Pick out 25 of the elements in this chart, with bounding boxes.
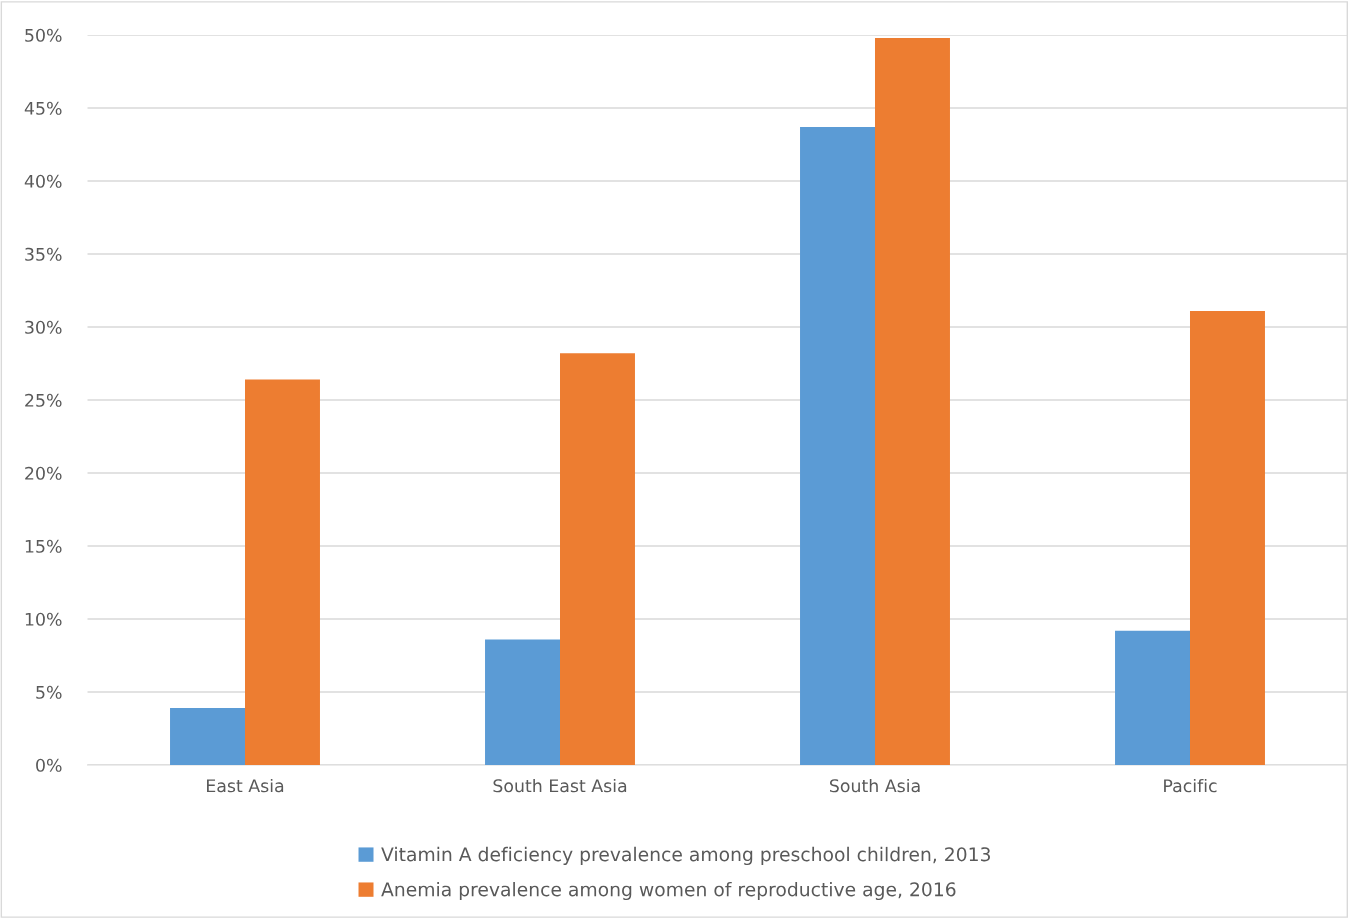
- bar: [170, 708, 245, 765]
- y-tick-label: 20%: [25, 466, 62, 480]
- y-tick-label: 0%: [36, 758, 62, 772]
- bar: [245, 379, 320, 765]
- legend-label: Vitamin A deficiency prevalence among preschool children, 2013: [381, 846, 990, 866]
- y-tick-label: 30%: [25, 320, 62, 334]
- bar: [800, 126, 875, 765]
- x-tick-label: South Asia: [829, 778, 920, 793]
- bar: [1115, 630, 1190, 765]
- x-tick-label: Pacific: [1164, 778, 1217, 793]
- y-tick-label: 10%: [25, 612, 62, 626]
- legend-label: Anemia prevalence among women of reproductive age, 2016: [381, 881, 956, 901]
- bar: [875, 37, 950, 765]
- y-tick-label: 15%: [25, 539, 62, 553]
- y-tick-label: 45%: [24, 101, 62, 115]
- bar: [1190, 310, 1265, 765]
- y-tick-label: 25%: [25, 393, 62, 407]
- bar: [560, 353, 635, 765]
- bar: [485, 639, 560, 765]
- y-tick-label: 5%: [36, 685, 62, 699]
- y-tick-label: 35%: [25, 247, 62, 261]
- x-tick-label: South East Asia: [493, 778, 627, 793]
- y-tick-label: 40%: [24, 174, 62, 188]
- x-tick-label: East Asia: [207, 778, 284, 793]
- y-tick-label: 50%: [25, 28, 62, 42]
